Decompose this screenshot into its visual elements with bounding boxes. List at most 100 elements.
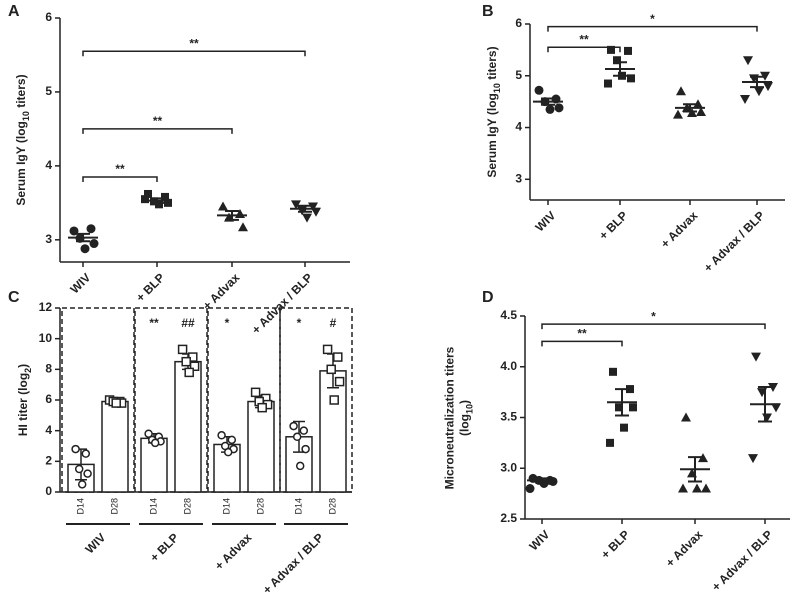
significance-label: ** (149, 316, 159, 330)
group-box (61, 307, 135, 493)
data-point (161, 192, 169, 201)
error-bar (541, 97, 555, 106)
data-point (615, 403, 623, 412)
data-point (227, 435, 237, 445)
data-point (326, 364, 336, 375)
data-point (629, 403, 637, 412)
y-axis-label-part: 10 (465, 404, 475, 414)
y-axis-label: Serum IgY (log10 titers) (14, 74, 31, 205)
x-tick-label: + Advax (658, 208, 701, 251)
data-point (334, 376, 345, 387)
y-axis-label-part: 2 (23, 368, 33, 373)
x-tick-label: D28 (182, 498, 192, 515)
panel-letter: C (8, 289, 20, 306)
x-tick-label: + Advax / BLP (701, 208, 767, 274)
data-point (322, 344, 333, 355)
data-point (748, 454, 758, 464)
group-box (134, 307, 208, 493)
data-point (302, 213, 312, 223)
y-tick-label: 2 (45, 454, 52, 468)
group-box (279, 307, 353, 493)
significance-label: ** (115, 162, 125, 176)
data-point (678, 483, 688, 493)
x-tick-label: D14 (148, 498, 158, 515)
x-tick-label: + Advax (200, 270, 243, 313)
bar (101, 400, 129, 493)
x-tick-label: + BLP (596, 208, 630, 242)
x-tick-label: WIV (526, 527, 552, 553)
data-point (83, 469, 92, 478)
y-tick-label: 4 (515, 120, 522, 134)
data-point (111, 398, 121, 408)
data-point (333, 352, 343, 362)
data-point (696, 107, 706, 116)
data-point (613, 56, 621, 65)
y-axis-label-part: Serum IgY (log (485, 93, 499, 177)
data-point (150, 438, 160, 448)
y-tick-label: 4.0 (500, 359, 517, 373)
y-axis-label: Serum IgY (log10 titers) (485, 46, 502, 177)
y-tick-label: 10 (39, 331, 53, 345)
group-label: WIV (82, 530, 108, 556)
data-point (620, 423, 628, 432)
data-point (155, 200, 163, 209)
data-point (80, 244, 90, 254)
bar (319, 370, 347, 493)
significance-label: # (330, 316, 337, 330)
x-tick-label: D14 (75, 498, 85, 515)
data-point (250, 387, 261, 398)
y-tick-label: 2.5 (500, 511, 517, 525)
y-tick-label: 4 (45, 158, 52, 172)
data-point (177, 344, 188, 355)
y-tick-label: 8 (45, 362, 52, 376)
x-tick-label: + Advax / BLP (709, 527, 775, 593)
y-axis-label-part: ) (458, 400, 472, 404)
y-axis-label-part: (log (458, 414, 472, 436)
data-point (763, 82, 773, 92)
data-point (217, 431, 226, 440)
data-point (291, 200, 301, 210)
y-axis-label: Microneutralization titers (443, 346, 457, 489)
significance-label: ** (579, 32, 589, 46)
error-bar (535, 477, 549, 484)
data-point (164, 198, 172, 207)
error-bar (615, 388, 629, 417)
data-point (626, 385, 634, 394)
x-tick-label: D14 (221, 498, 231, 515)
data-point (74, 464, 84, 474)
y-tick-label: 6 (515, 16, 522, 30)
data-point (676, 86, 686, 96)
y-tick-label: 3.5 (500, 410, 517, 424)
error-bar (750, 75, 764, 89)
significance-label: ** (189, 36, 199, 50)
data-point (548, 476, 558, 486)
bar (247, 400, 275, 493)
y-axis-label: HI titer (log2) (16, 364, 33, 436)
significance-bracket (82, 176, 158, 182)
data-point (751, 352, 761, 362)
y-tick-label: 5 (45, 84, 52, 98)
group-label: + Advax / BLP (260, 530, 326, 596)
data-point (144, 189, 152, 198)
y-tick-label: 6 (45, 10, 52, 24)
significance-label: * (651, 309, 656, 323)
x-tick-label: D14 (293, 498, 303, 515)
significance-label: ** (153, 114, 163, 128)
data-point (181, 356, 191, 367)
panel-letter: A (8, 3, 20, 20)
significance-label: ## (181, 316, 195, 330)
data-point (609, 367, 617, 376)
significance-bracket (541, 340, 623, 347)
panel-letter: D (482, 289, 494, 306)
y-axis-label-part: Microneutralization titers (443, 346, 457, 489)
significance-label: * (650, 12, 655, 26)
y-axis-label-part: HI titer (log (16, 373, 30, 436)
x-tick-label: D28 (109, 498, 119, 515)
data-point (687, 108, 697, 118)
data-point (534, 85, 544, 95)
error-bar (613, 61, 627, 77)
data-point (754, 87, 764, 97)
data-point (701, 483, 711, 493)
data-point (301, 444, 310, 454)
significance-label: ** (577, 327, 587, 341)
